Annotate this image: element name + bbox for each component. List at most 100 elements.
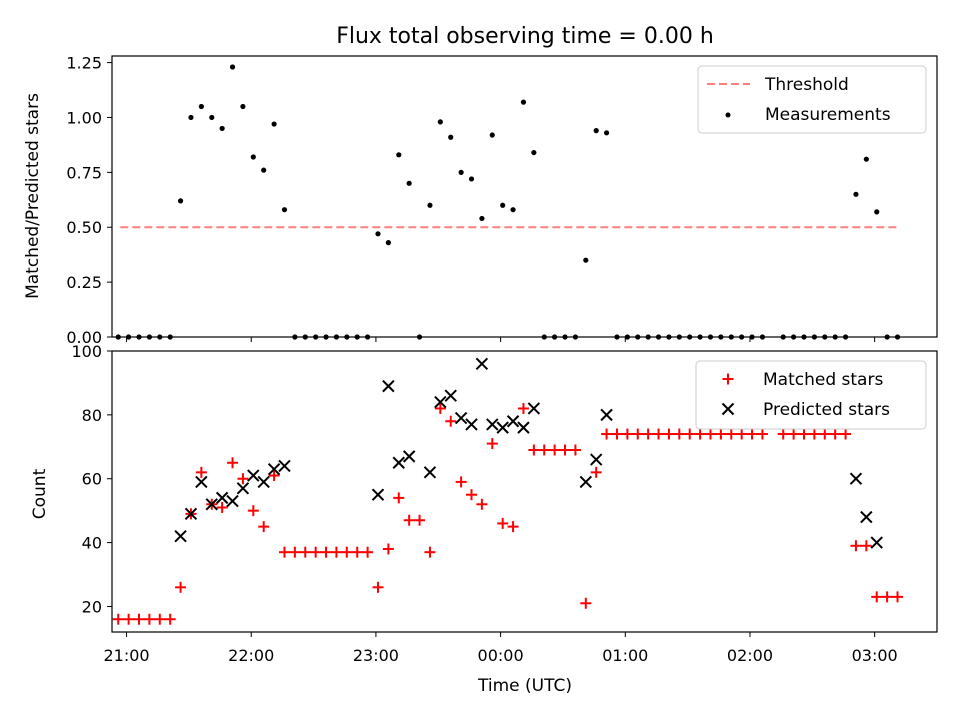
matched-star-point [320,546,332,558]
predicted-star-point [849,472,863,485]
matched-star-point [642,428,654,440]
matched-star-point [403,514,415,526]
matched-star-point [143,613,155,625]
predicted-star-point [475,357,489,370]
ratio-x-ticks [126,337,876,342]
matched-star-point [351,546,363,558]
count-y-tick-label: 40 [82,534,102,553]
matched-star-point [310,546,322,558]
predicted-star-point [600,408,613,422]
measurement-point [603,130,610,136]
count-y-tick-label: 60 [82,470,102,489]
matched-star-point [673,428,685,440]
matched-star-point [517,402,529,414]
count-axes-frame [111,350,938,633]
matched-star-point [424,546,436,558]
predicted-star-point [444,389,457,402]
measurement-point [219,125,225,132]
predicted-star-point [527,402,541,415]
measurement-point [874,209,880,215]
matched-star-point [268,470,280,482]
matched-star-point [434,402,446,414]
predicted-star-point [371,488,385,501]
matched-star-point [445,415,457,427]
measurement-point [281,207,288,213]
matched-star-point [289,546,301,558]
matched-star-point [414,514,426,526]
matched-star-point [258,521,270,533]
ratio-legend-box [697,65,927,134]
matched-star-point [466,489,478,501]
legend-x-marker [721,402,735,416]
predicted-star-point [195,475,208,489]
matched-star-point [133,613,145,625]
ratio-y-axis-label: Matched/Predicted stars [23,93,43,299]
measurement-point [229,64,236,70]
count-x-tick-label: 02:00 [727,646,773,665]
predicted-star-point [226,494,239,508]
measurement-point [261,167,267,173]
ratio-y-tick-label: 0.75 [66,163,102,182]
predicted-star-point [423,466,437,479]
count-panel: 20 40 60 80 100 21:00 22:00 23:00 00:00 01:00 02:… [30,342,938,696]
predicted-star-point [392,456,405,469]
predicted-star-point [517,421,530,434]
legend-threshold-label: Threshold [764,75,849,95]
matched-star-point [819,428,831,440]
measurement-point [250,154,256,160]
matched-star-point [715,428,727,440]
predicted-star-point [205,498,218,511]
measurement-point [863,156,869,162]
x-axis-label: Time (UTC) [477,676,572,696]
predicted-star-point [267,462,281,476]
legend-measurements-label: Measurements [765,105,891,125]
count-x-tick-label: 03:00 [852,646,898,665]
matched-star-point [362,546,374,558]
predicted-star-point [174,529,187,543]
measurement-point [853,191,859,197]
measurement-point [209,114,215,121]
measurement-point [583,257,589,263]
count-x-axis: 21:00 22:00 23:00 00:00 01:00 02:00 03:00 [103,632,898,665]
matched-star-point [175,581,187,593]
predicted-star-point [382,379,395,393]
ratio-y-tick-label: 0.50 [66,218,102,237]
matched-star-point [154,613,166,625]
matched-star-point [227,457,239,469]
predicted-star-point [402,450,416,463]
count-x-tick-label: 22:00 [228,646,274,665]
matched-star-point [788,428,800,440]
predicted-star-point [257,475,270,489]
legend-matched-label: Matched stars [763,370,883,390]
matched-star-point [756,428,768,440]
predicted-star-point [589,453,603,466]
matched-star-point [330,546,342,558]
ratio-axes-frame [111,55,938,338]
matched-star-point [559,444,571,456]
matched-star-point [777,428,789,440]
matched-star-point [653,428,665,440]
measurement-point [500,202,506,208]
matched-star-point [341,546,353,558]
count-x-tick-label: 23:00 [353,646,399,665]
matched-star-point [278,546,290,558]
predicted-star-point [486,418,499,431]
matched-star-point [871,591,883,603]
matched-star-point [829,428,841,440]
measurement-point [468,176,475,182]
ratio-y-tick-label: 1.00 [66,108,102,127]
measurement-point [489,132,495,138]
count-y-axis: 20 40 60 80 100 [71,342,112,616]
matched-star-point [237,473,249,485]
predicted-star-point [215,491,229,505]
matched-star-point [798,428,810,440]
matched-star-point [497,517,509,529]
matched-star-point [632,428,644,440]
matched-star-point [860,540,872,552]
ratio-legend: Threshold Measurements [697,65,927,134]
matched-star-point [850,540,862,552]
matched-star-point [808,428,820,440]
ratio-y-tick-label: 0.25 [66,273,102,292]
ratio-y-axis: 0.00 0.25 0.50 0.75 1.00 1.25 [66,54,112,347]
